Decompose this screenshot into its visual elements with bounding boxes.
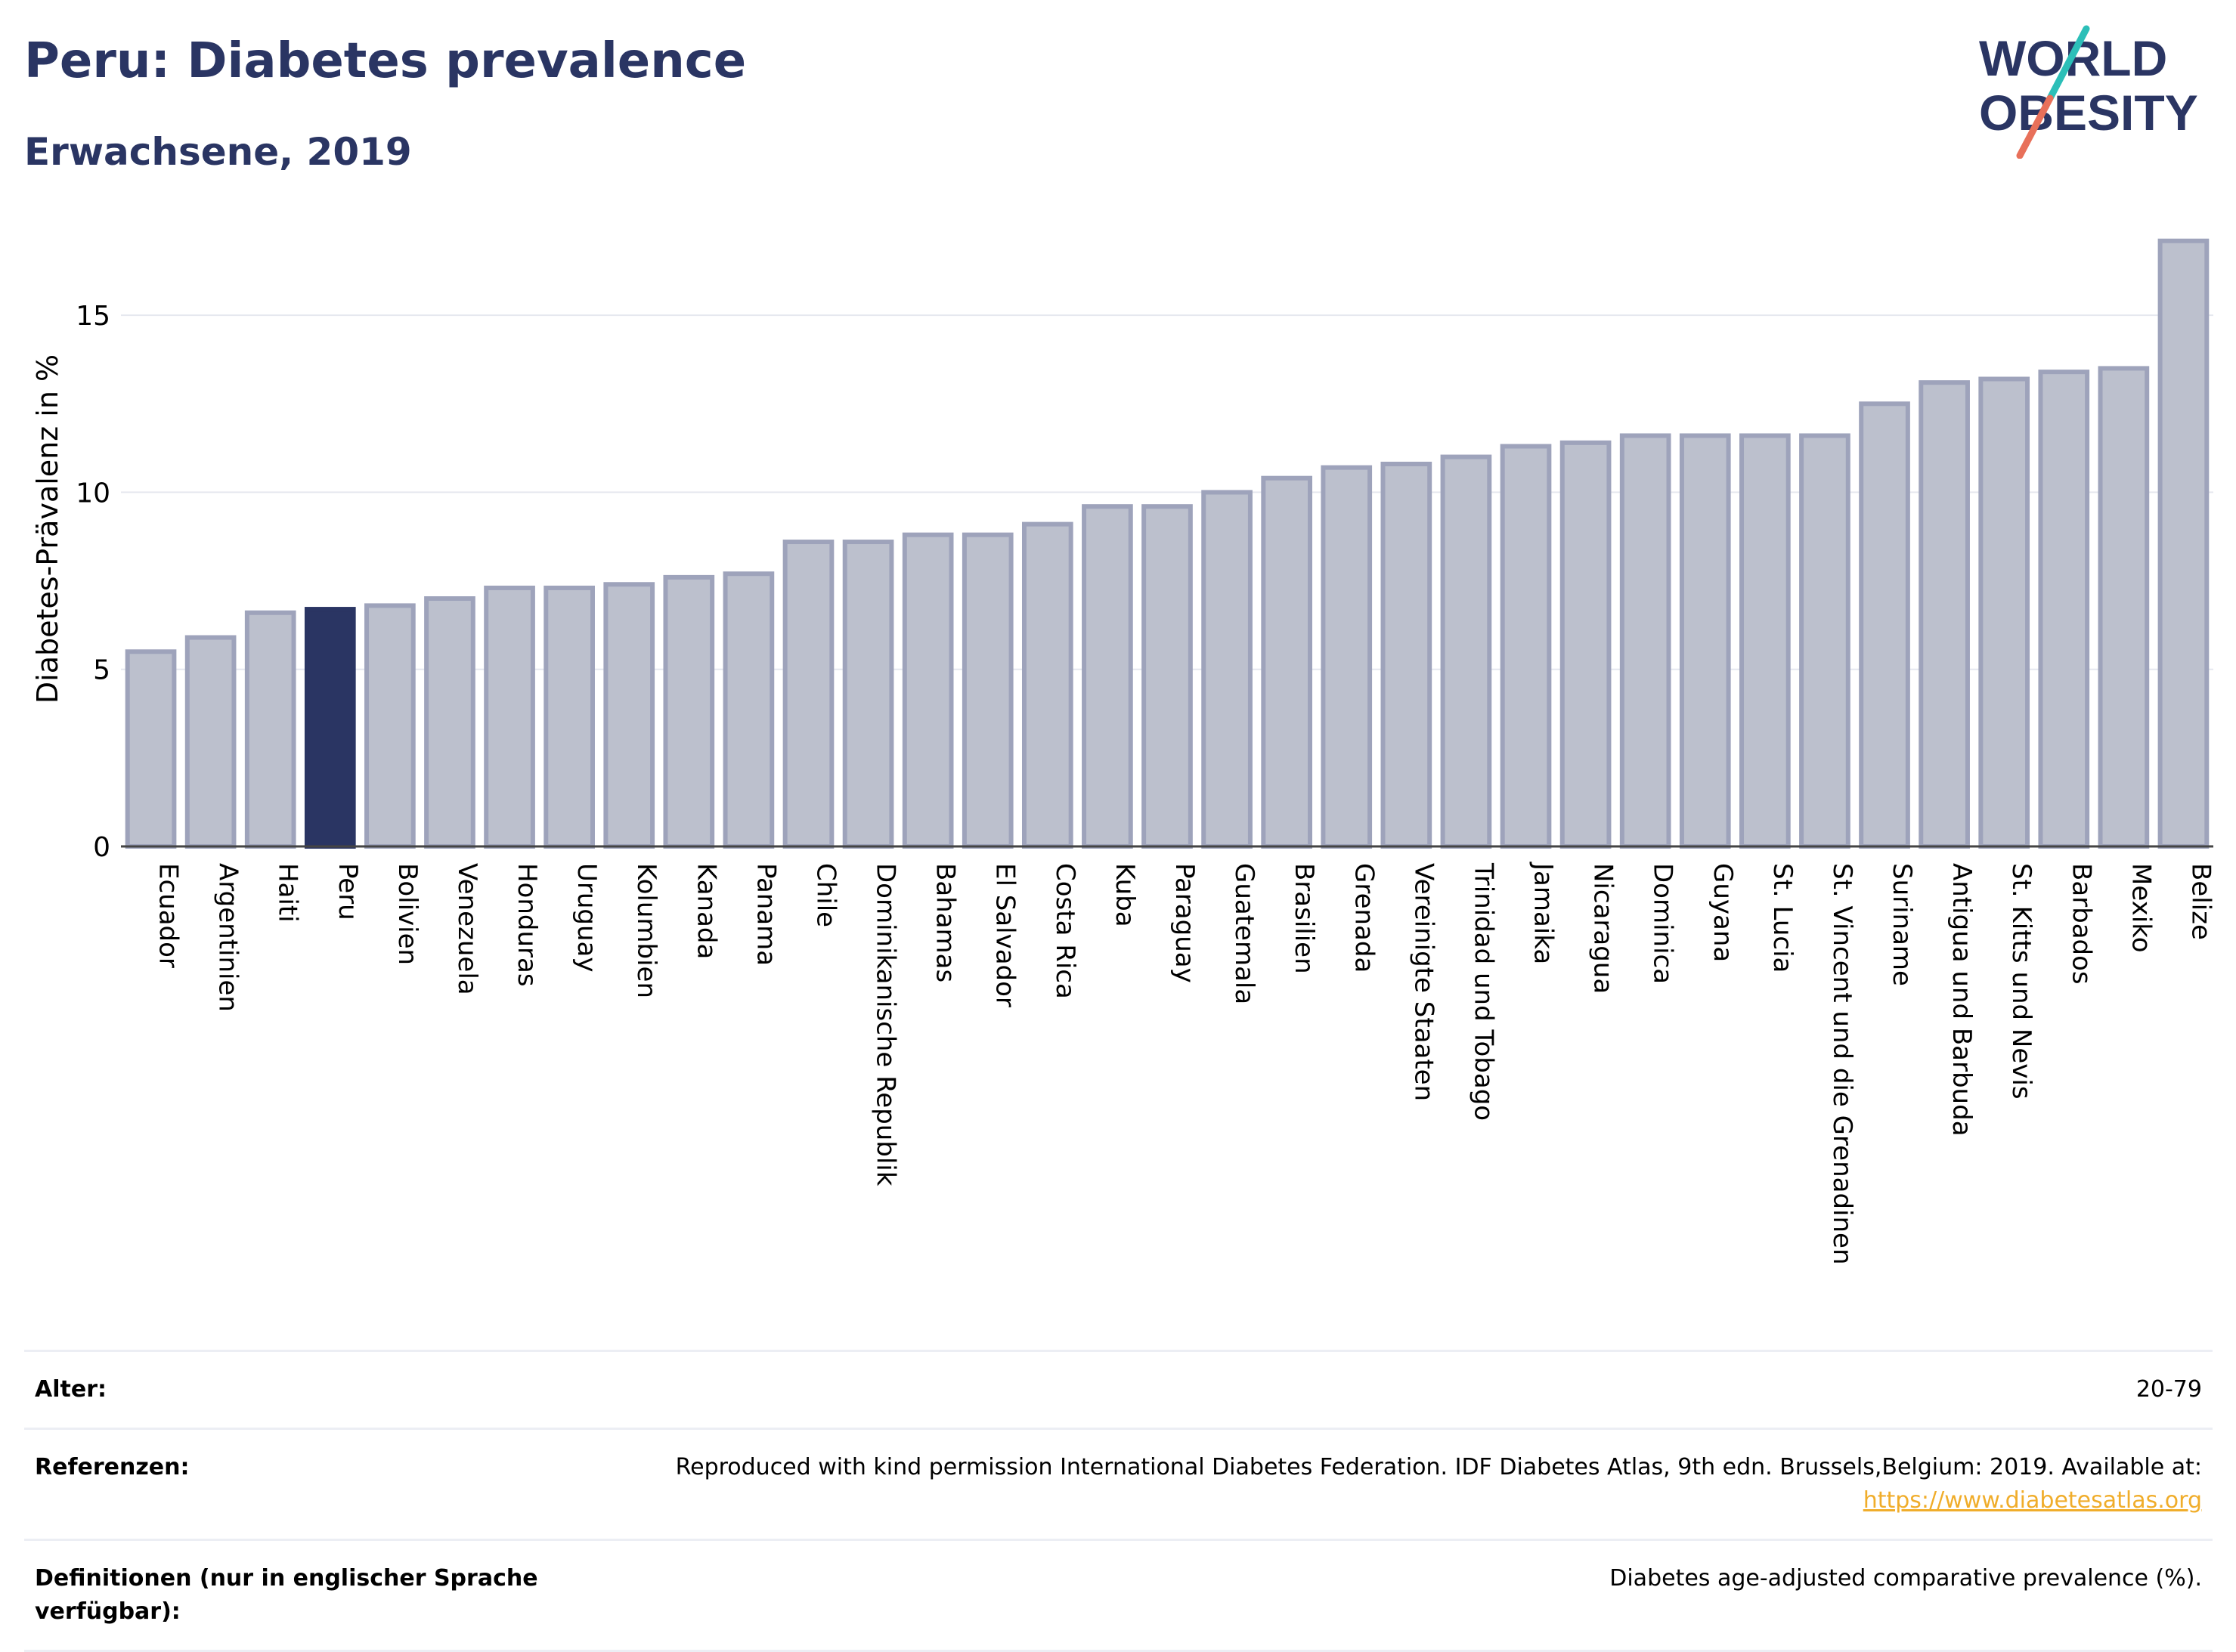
references-link[interactable]: https://www.diabetesatlas.org — [1863, 1487, 2202, 1514]
bar-layer — [125, 238, 2210, 849]
info-value: 20-79 — [2135, 1376, 2202, 1403]
x-tick-label: Costa Rica — [1050, 863, 1080, 999]
bar-jamaika — [1500, 444, 1552, 849]
x-tick-label: El Salvador — [990, 863, 1020, 1007]
page-subtitle: Erwachsene, 2019 — [24, 130, 412, 174]
bar-dominikanische-republik — [842, 540, 894, 849]
x-tick-label: Dominica — [1648, 863, 1678, 984]
world-obesity-logo: WORLD OBESITY — [1979, 25, 2198, 159]
x-tick-label: Kolumbien — [631, 863, 661, 998]
x-tick-label: Trinidad und Tobago — [1468, 862, 1498, 1121]
x-tick-label: St. Kitts und Nevis — [2006, 863, 2036, 1100]
info-table: Alter: 20-79 Referenzen: Reproduced with… — [24, 1350, 2213, 1652]
bar-honduras — [484, 585, 535, 849]
bar-antigua-und-barbuda — [1919, 380, 1970, 849]
info-row-definitions: Definitionen (nur in englischer Sprache … — [24, 1541, 2213, 1652]
y-tick-label: 15 — [76, 301, 110, 332]
x-tick-label: Mexiko — [2126, 863, 2156, 953]
x-tick-label: Antigua und Barbuda — [1946, 863, 1977, 1137]
page-title: Peru: Diabetes prevalence — [24, 33, 747, 89]
bar-paraguay — [1141, 504, 1193, 849]
bar-chart: 0 5 10 15 Ecuador Argentinien Haiti Peru Bolivie… — [31, 238, 2216, 1265]
x-tick-label: Bahamas — [931, 863, 961, 982]
bar-kolumbien — [603, 582, 655, 849]
bar-st-kitts-und-nevis — [1978, 376, 2030, 849]
logo-slash-teal — [2046, 25, 2090, 102]
y-tick-label: 10 — [76, 478, 110, 509]
bar-bahamas — [902, 532, 954, 849]
y-tick-label: 0 — [93, 832, 110, 863]
bar-dominica — [1619, 433, 1671, 849]
x-tick-label: St. Lucia — [1767, 863, 1798, 973]
x-tick-label: Nicaragua — [1588, 863, 1618, 994]
references-text: Reproduced with kind permission Internat… — [675, 1454, 2202, 1480]
x-tick-label: Barbados — [2066, 863, 2096, 985]
bar-bolivien — [364, 603, 416, 849]
bar-venezuela — [424, 596, 475, 849]
x-tick-label: Chile — [810, 863, 841, 927]
x-tick-label: Kuba — [1110, 863, 1140, 927]
bar-uruguay — [544, 585, 595, 849]
bar-mexiko — [2098, 366, 2150, 849]
y-axis-label: Diabetes-Prävalenz in % — [31, 354, 64, 704]
x-tick-label: Haiti — [273, 863, 303, 923]
info-value: Diabetes age-adjusted comparative preval… — [1609, 1565, 2202, 1592]
info-row-age: Alter: 20-79 — [24, 1352, 2213, 1430]
x-tick-label: Uruguay — [571, 863, 602, 973]
bar-peru — [304, 607, 356, 849]
logo-line-2: OBESITY — [1979, 85, 2198, 141]
x-tick-label: Vereinigte Staaten — [1408, 863, 1439, 1101]
bar-grenada — [1321, 465, 1373, 849]
x-tick-label: Ecuador — [153, 863, 184, 968]
bar-haiti — [244, 610, 296, 849]
bar-barbados — [2038, 370, 2090, 849]
x-tick-label: Guatemala — [1229, 863, 1259, 1004]
logo-slash-coral — [2016, 94, 2054, 159]
x-tick-label: Kanada — [691, 863, 721, 959]
bar-kuba — [1082, 504, 1133, 849]
x-tick-label: Honduras — [512, 863, 542, 987]
bar-costa-rica — [1021, 521, 1073, 849]
bar-chile — [782, 540, 835, 849]
x-tick-label: Suriname — [1887, 863, 1917, 986]
bar-vereinigte-staaten — [1380, 461, 1432, 849]
info-value-references: Reproduced with kind permission Internat… — [676, 1451, 2202, 1517]
bar-brasilien — [1261, 475, 1313, 849]
bar-trinidad-und-tobago — [1440, 454, 1492, 849]
x-tick-label: Panama — [751, 863, 781, 966]
x-tick-label: Jamaika — [1528, 862, 1559, 964]
bar-belize — [2157, 238, 2210, 849]
bar-panama — [723, 571, 775, 849]
x-tick-label: Belize — [2185, 863, 2216, 940]
bar-kanada — [663, 574, 715, 849]
x-tick-label: Paraguay — [1169, 863, 1200, 983]
bar-el-salvador — [962, 532, 1014, 849]
info-label: Definitionen (nur in englischer Sprache … — [35, 1565, 538, 1625]
x-tick-label: Bolivien — [392, 863, 423, 965]
bar-guyana — [1679, 433, 1731, 849]
info-row-references: Referenzen: Reproduced with kind permiss… — [24, 1430, 2213, 1541]
x-tick-label: Argentinien — [213, 863, 243, 1012]
bar-argentinien — [184, 635, 237, 849]
axis-layer: 0 5 10 15 Ecuador Argentinien Haiti Peru Bolivie… — [76, 301, 2216, 1264]
info-label: Alter: — [35, 1376, 107, 1403]
y-tick-label: 5 — [93, 655, 110, 686]
info-label: Referenzen: — [35, 1454, 190, 1480]
bar-st-lucia — [1739, 433, 1791, 849]
x-tick-label: Dominikanische Republik — [871, 863, 901, 1186]
bar-suriname — [1859, 401, 1910, 849]
x-tick-label: St. Vincent und die Grenadinen — [1827, 863, 1857, 1265]
bar-nicaragua — [1559, 440, 1612, 849]
x-tick-label: Venezuela — [452, 863, 482, 995]
x-tick-label: Guyana — [1708, 863, 1738, 962]
bar-st-vincent-und-die-grenadinen — [1799, 433, 1850, 849]
bar-ecuador — [125, 649, 177, 849]
bar-guatemala — [1201, 490, 1253, 849]
x-tick-label: Brasilien — [1289, 863, 1319, 974]
x-tick-label: Peru — [333, 863, 363, 920]
x-tick-label: Grenada — [1349, 863, 1379, 973]
